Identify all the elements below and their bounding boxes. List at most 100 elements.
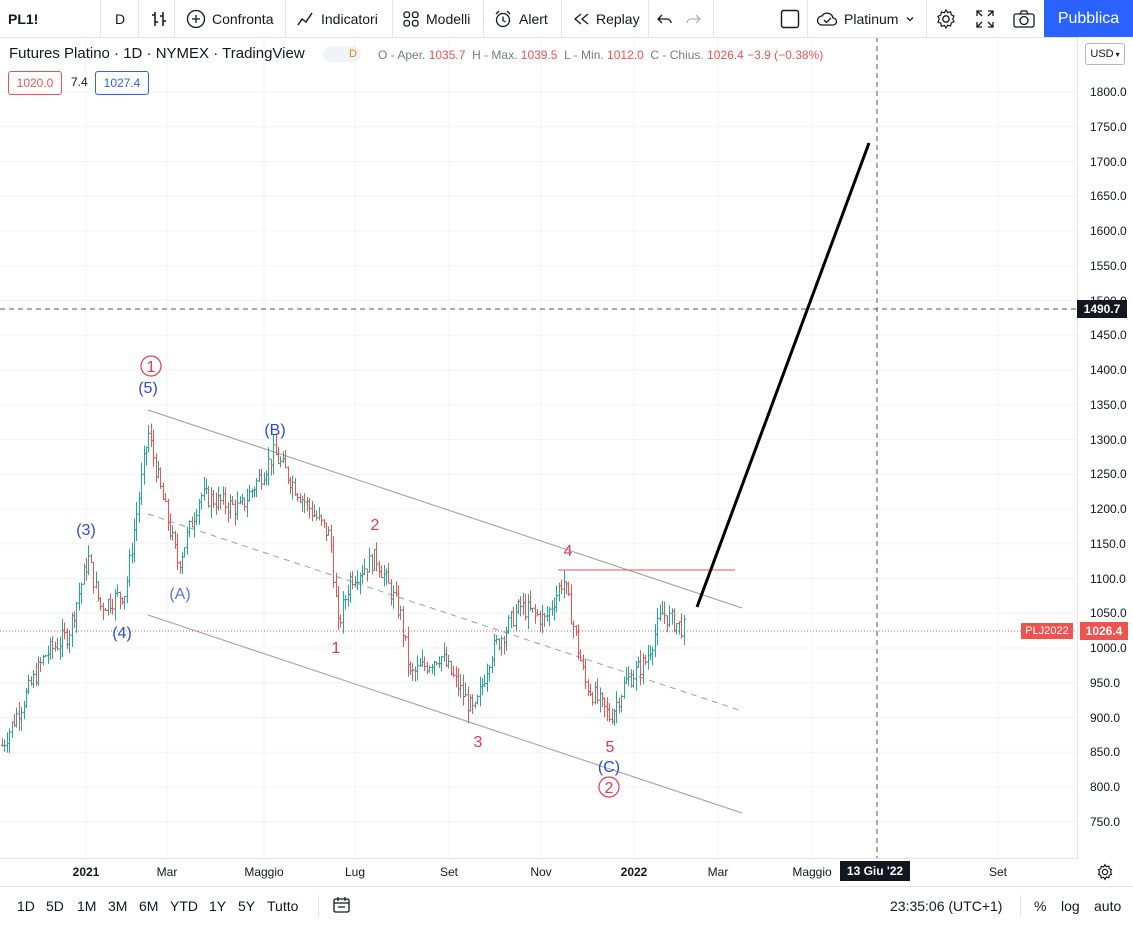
indicators-icon [297, 12, 313, 25]
percent-scale-toggle[interactable]: % [1034, 898, 1047, 914]
ohlc-bar [143, 445, 146, 485]
price-axis[interactable] [1077, 37, 1133, 859]
price-scale-label: 1350.0 [1090, 397, 1127, 412]
snapshot-button[interactable] [1012, 0, 1036, 37]
interval-button[interactable]: D [115, 0, 125, 37]
price-scale-label: 1150.0 [1090, 536, 1126, 551]
wave-label: 1 [147, 359, 156, 376]
layout-button[interactable] [780, 0, 800, 37]
ohlc-bar [632, 670, 635, 688]
ohlc-bar [599, 687, 602, 713]
ohlc-bar [270, 458, 273, 476]
calendar-range-icon [333, 897, 350, 913]
alert-button[interactable]: Alert [493, 0, 548, 37]
ohlc-bar [656, 607, 659, 646]
divider [174, 0, 175, 37]
compare-label: Confronta [212, 10, 274, 27]
auto-scale-toggle[interactable]: auto [1094, 898, 1122, 914]
ohlc-bar [140, 462, 143, 505]
ohlc-bar [527, 594, 530, 630]
open-value: 1035.7 [428, 48, 466, 62]
price-chart[interactable]: 1 (5) (B) (3) (A) (4) 1 2 3 4 5 (C) 2 [0, 38, 1077, 859]
fullscreen-button[interactable] [975, 0, 995, 37]
ohlc-bar [23, 700, 26, 720]
square-layout-icon [780, 9, 800, 28]
range-button[interactable]: 1M [77, 898, 97, 914]
ohlc-bar [32, 670, 35, 689]
ohlc-bar [49, 637, 52, 660]
ohlc-bar [591, 691, 594, 706]
range-button[interactable]: 3M [108, 898, 128, 914]
clock-timezone[interactable]: 23:35:06 (UTC+1) [890, 898, 1003, 914]
goto-date-button[interactable] [332, 896, 352, 919]
replay-button[interactable]: Replay [572, 0, 640, 37]
undo-icon [657, 14, 672, 23]
range-button[interactable]: YTD [170, 898, 198, 914]
projection-line[interactable] [695, 142, 871, 608]
ohlc-bar [445, 646, 448, 668]
indicators-button[interactable]: Indicatori [295, 0, 378, 37]
chart-settings-button[interactable] [1096, 863, 1114, 886]
price-scale-label: 1650.0 [1090, 189, 1127, 204]
sell-price-button[interactable]: 1020.0 [8, 71, 62, 95]
compare-button[interactable]: Confronta [186, 0, 273, 37]
plan-button[interactable]: Platinum [816, 0, 916, 37]
ohlc-bar [265, 470, 268, 486]
ohlc-bar [620, 694, 623, 713]
ohlc-bar [303, 493, 306, 514]
ohlc-bar [121, 597, 124, 605]
ohlc-bar [289, 476, 292, 494]
plan-label: Platinum [844, 10, 899, 27]
wave-label: 1 [332, 640, 341, 657]
ohlc-bar [6, 732, 9, 753]
time-axis[interactable] [0, 858, 1077, 887]
range-button[interactable]: 6M [139, 898, 159, 914]
ohlc-bar [411, 663, 414, 681]
redo-button[interactable] [684, 0, 702, 37]
chart-style-button[interactable] [150, 0, 168, 37]
settings-button[interactable] [935, 0, 957, 37]
range-button[interactable]: 1Y [209, 898, 227, 914]
divider [100, 0, 101, 37]
range-button[interactable]: 5D [46, 898, 64, 914]
channel-upper-line[interactable] [147, 409, 743, 609]
undo-button[interactable] [656, 0, 674, 37]
publish-button[interactable]: Pubblica [1044, 0, 1133, 37]
ohlc-bar [186, 526, 189, 555]
close-label: C - Chius. [650, 48, 704, 62]
ohlc-bar [73, 611, 76, 629]
price-scale-label: 1300.0 [1090, 432, 1127, 447]
ohlc-bar [654, 624, 657, 658]
ohlc-bar [481, 678, 484, 696]
ohlc-bar [663, 601, 666, 625]
buy-price-button[interactable]: 1027.4 [95, 71, 149, 95]
symbol-search[interactable]: PL1! [8, 0, 38, 37]
fullscreen-icon [976, 9, 994, 28]
range-button[interactable]: 5Y [238, 898, 256, 914]
open-label: O - Aper. [378, 48, 426, 62]
cloud-check-icon [816, 12, 838, 26]
log-scale-toggle[interactable]: log [1061, 898, 1080, 914]
currency-select[interactable]: USD ▾ [1085, 43, 1125, 65]
ohlc-bar [308, 498, 311, 519]
ohlc-bar [219, 494, 222, 510]
ohlc-bar [596, 678, 599, 704]
divider [926, 0, 927, 37]
channel-lower-line[interactable] [147, 614, 743, 814]
divider [807, 0, 808, 37]
ohlc-bar [462, 674, 465, 706]
ohlc-bar [387, 563, 390, 584]
price-scale-label: 950.0 [1090, 675, 1121, 690]
ohlc-bar [673, 608, 676, 633]
ohlc-bar [294, 477, 297, 496]
templates-button[interactable]: Modelli [402, 0, 470, 37]
ohlc-bar [524, 593, 527, 621]
range-button[interactable]: 1D [17, 898, 35, 914]
delay-badge[interactable]: D [323, 46, 361, 62]
price-scale-label: 1000.0 [1090, 641, 1127, 655]
ohlc-bar [229, 494, 232, 519]
ohlc-bar [594, 681, 597, 705]
range-button[interactable]: Tutto [267, 898, 299, 914]
ohlc-bar [111, 598, 114, 615]
ohlc-bar [284, 449, 287, 469]
